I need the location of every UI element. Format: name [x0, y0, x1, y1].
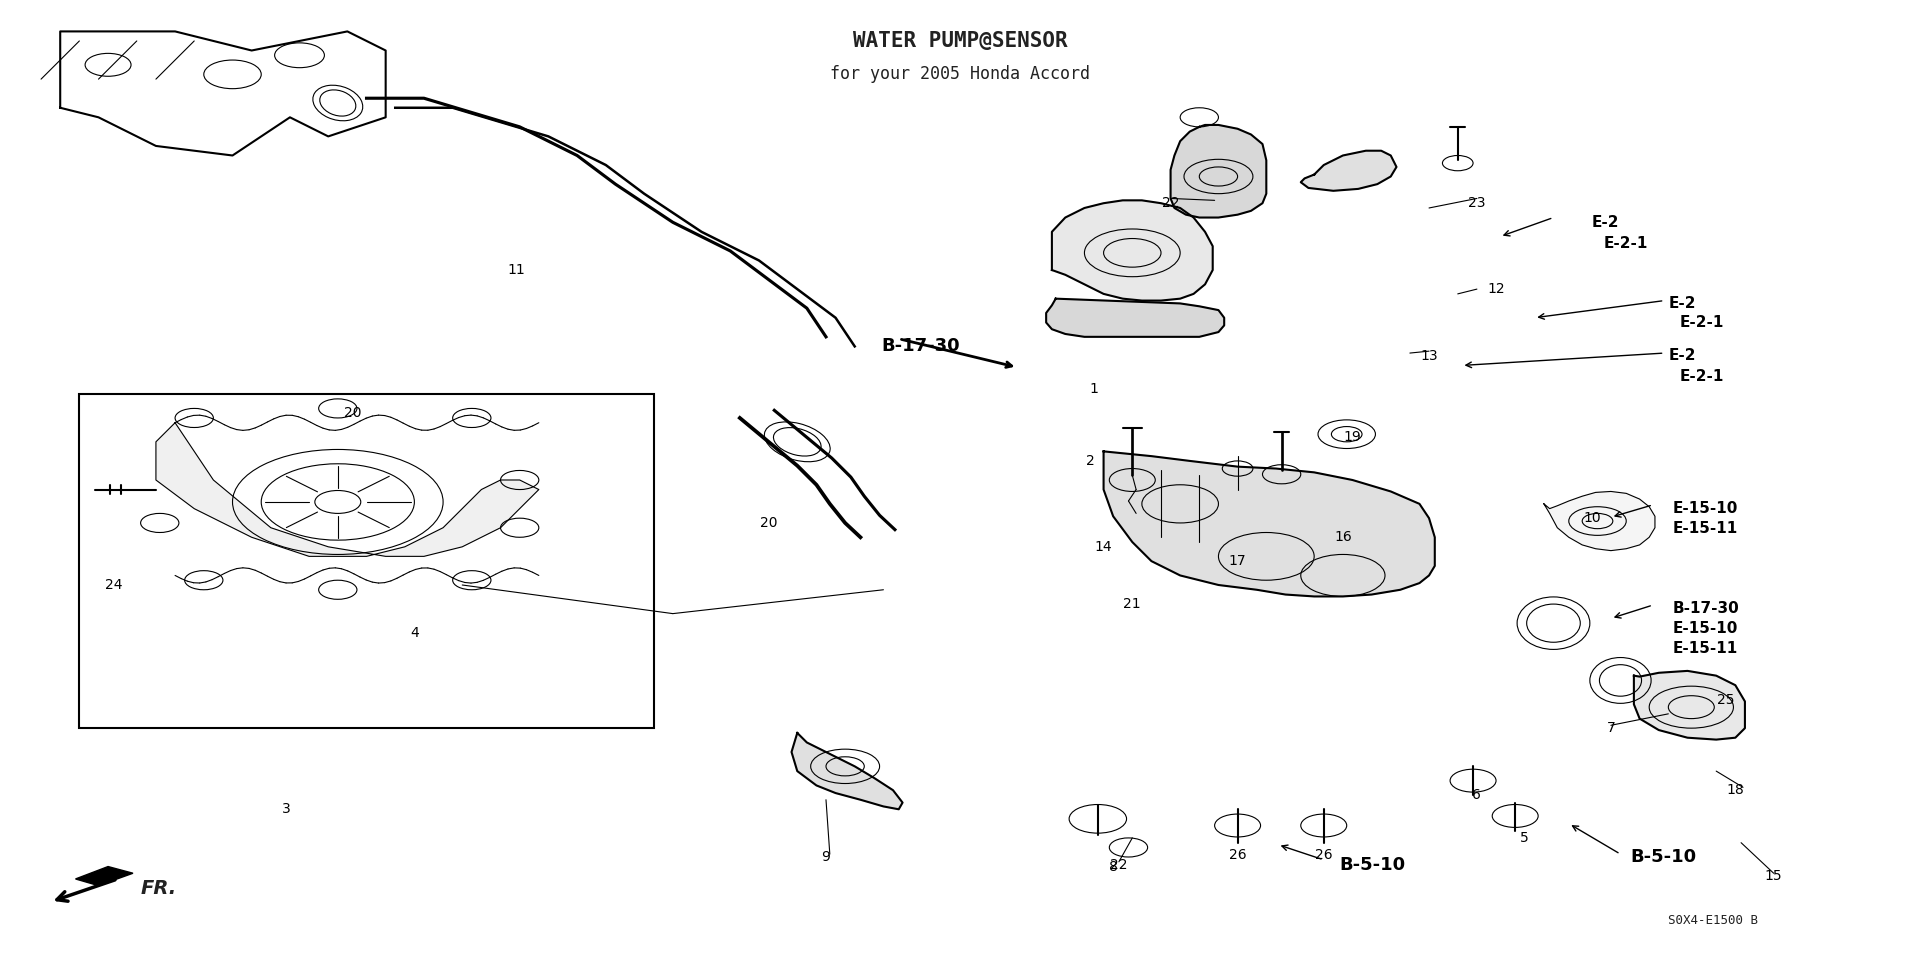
Text: E-2-1: E-2-1: [1680, 370, 1724, 384]
Polygon shape: [1104, 451, 1434, 596]
Bar: [79, 395, 653, 728]
Text: E-15-11: E-15-11: [1672, 521, 1738, 537]
Text: E-15-11: E-15-11: [1672, 641, 1738, 657]
Polygon shape: [791, 732, 902, 809]
Polygon shape: [1046, 299, 1225, 337]
Text: B-17-30: B-17-30: [1672, 601, 1740, 616]
Text: 15: 15: [1764, 869, 1782, 883]
Text: E-15-10: E-15-10: [1672, 621, 1738, 636]
Text: 4: 4: [411, 626, 419, 639]
Text: E-2-1: E-2-1: [1603, 236, 1647, 251]
Text: 10: 10: [1582, 511, 1601, 525]
Text: 14: 14: [1094, 540, 1112, 554]
Text: 26: 26: [1229, 848, 1246, 862]
Text: S0X4-E1500 B: S0X4-E1500 B: [1668, 915, 1759, 927]
Text: 5: 5: [1521, 831, 1528, 845]
Text: 9: 9: [822, 850, 831, 864]
Text: FR.: FR.: [140, 879, 177, 898]
Text: 12: 12: [1488, 282, 1505, 296]
Text: 20: 20: [760, 516, 778, 530]
Text: 21: 21: [1123, 597, 1140, 612]
Text: 23: 23: [1469, 196, 1486, 210]
Text: for your 2005 Honda Accord: for your 2005 Honda Accord: [829, 65, 1091, 83]
Text: 22: 22: [1162, 196, 1179, 210]
Polygon shape: [1052, 201, 1213, 300]
Text: 19: 19: [1344, 430, 1361, 444]
Text: 13: 13: [1421, 348, 1438, 363]
Text: 7: 7: [1607, 721, 1615, 735]
Text: E-2: E-2: [1668, 348, 1695, 364]
Text: 16: 16: [1334, 530, 1352, 544]
Polygon shape: [1300, 151, 1396, 191]
Text: 20: 20: [344, 406, 361, 420]
Text: 3: 3: [282, 803, 290, 816]
Text: 8: 8: [1108, 859, 1117, 874]
Text: B-5-10: B-5-10: [1630, 848, 1695, 866]
Polygon shape: [156, 422, 540, 557]
Text: E-2: E-2: [1668, 296, 1695, 311]
Text: E-15-10: E-15-10: [1672, 501, 1738, 516]
Text: 11: 11: [507, 263, 524, 277]
Text: 25: 25: [1716, 692, 1734, 707]
Text: 26: 26: [1315, 848, 1332, 862]
Text: B-5-10: B-5-10: [1338, 855, 1405, 874]
Text: 18: 18: [1726, 783, 1743, 797]
Polygon shape: [1634, 671, 1745, 739]
Text: 17: 17: [1229, 554, 1246, 568]
Text: E-2-1: E-2-1: [1680, 315, 1724, 330]
Polygon shape: [1171, 125, 1267, 218]
Text: 24: 24: [106, 578, 123, 592]
Text: 22: 22: [1110, 857, 1127, 872]
Text: B-17-30: B-17-30: [881, 337, 960, 355]
Text: 2: 2: [1087, 454, 1094, 468]
Polygon shape: [75, 867, 132, 886]
Text: E-2: E-2: [1592, 215, 1619, 229]
Text: WATER PUMP@SENSOR: WATER PUMP@SENSOR: [852, 32, 1068, 52]
Text: 6: 6: [1473, 788, 1482, 802]
Polygon shape: [1544, 492, 1655, 551]
Text: 1: 1: [1089, 382, 1098, 396]
